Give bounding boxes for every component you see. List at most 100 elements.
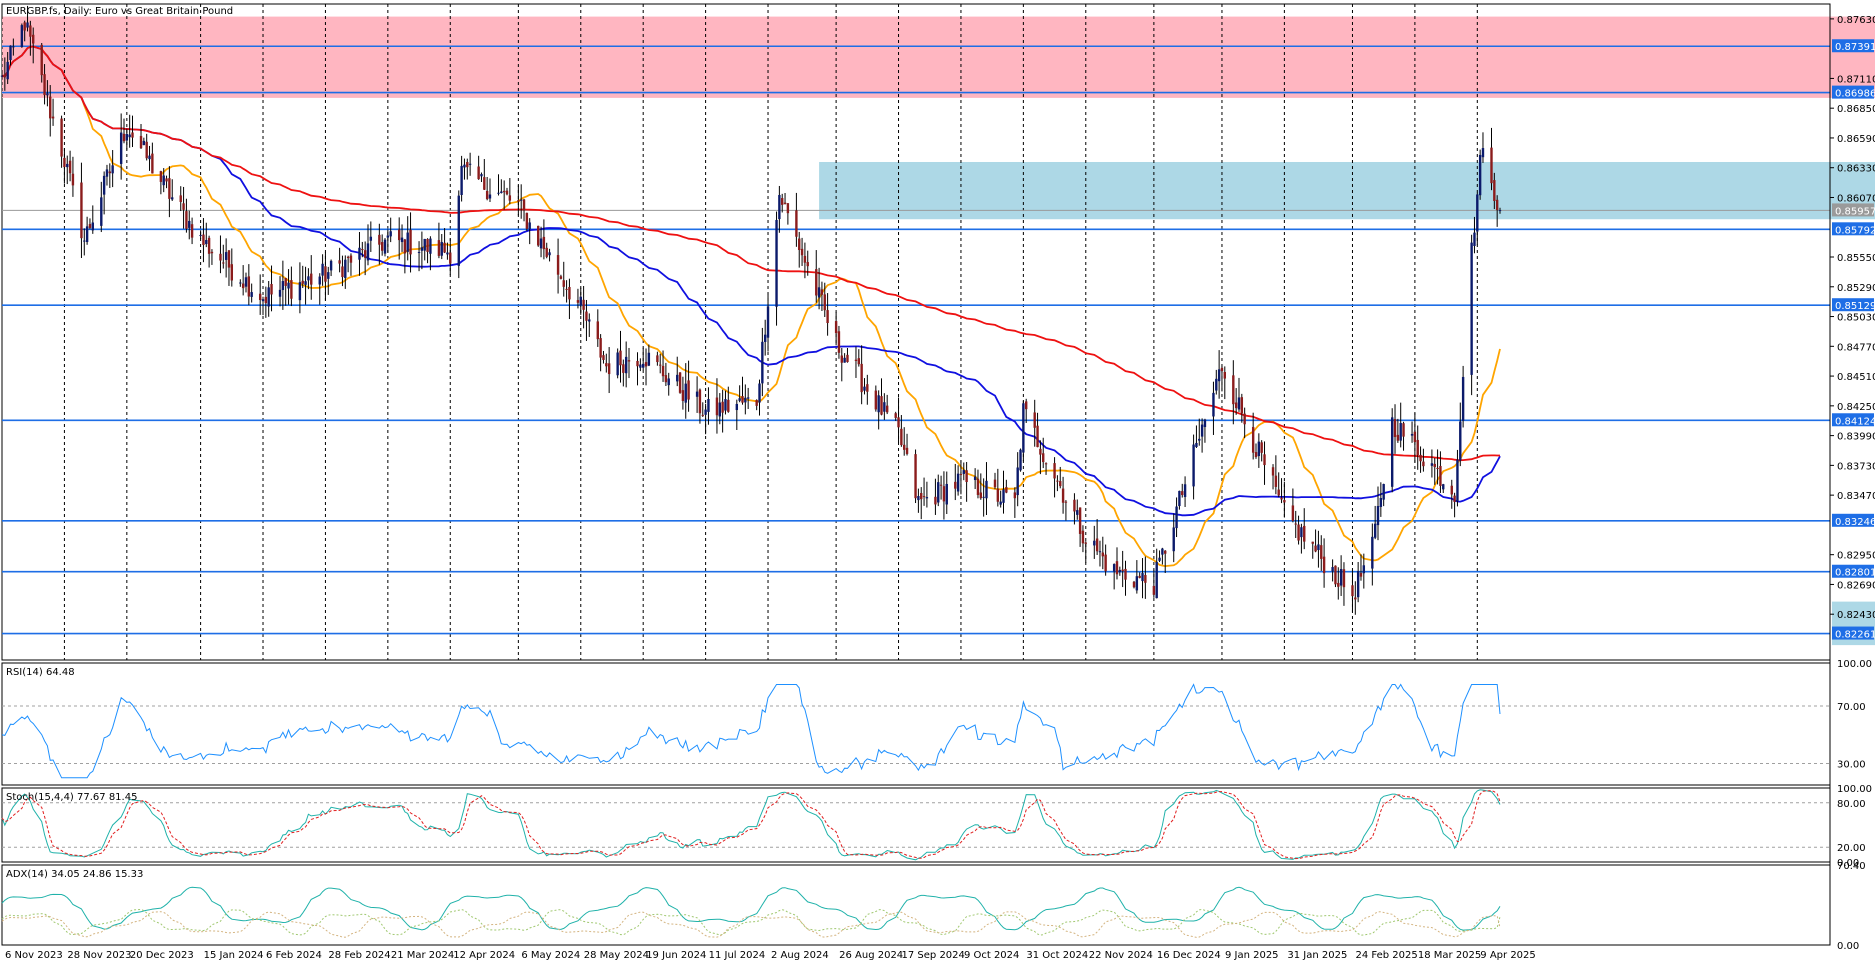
candle[interactable] xyxy=(1300,527,1303,538)
candle[interactable] xyxy=(996,488,1000,502)
candle[interactable] xyxy=(562,280,565,287)
candle[interactable] xyxy=(1175,506,1178,529)
candle[interactable] xyxy=(783,202,787,204)
candle[interactable] xyxy=(1217,369,1221,382)
candle[interactable] xyxy=(1379,498,1383,507)
candle[interactable] xyxy=(664,375,668,383)
candle[interactable] xyxy=(695,391,699,397)
candle[interactable] xyxy=(1260,442,1263,453)
candle[interactable] xyxy=(369,236,373,241)
candle[interactable] xyxy=(247,276,251,297)
candle[interactable] xyxy=(468,163,472,165)
candle[interactable] xyxy=(676,374,679,382)
candle[interactable] xyxy=(485,190,489,200)
candle[interactable] xyxy=(66,163,69,168)
candle[interactable] xyxy=(1294,523,1297,525)
candle[interactable] xyxy=(199,235,202,237)
candle[interactable] xyxy=(636,360,639,367)
candle[interactable] xyxy=(307,276,310,281)
candle[interactable] xyxy=(1141,573,1144,582)
candle[interactable] xyxy=(202,234,205,245)
candle[interactable] xyxy=(477,166,480,180)
candle[interactable] xyxy=(738,398,741,401)
candle[interactable] xyxy=(837,331,841,353)
candle[interactable] xyxy=(40,44,43,76)
candle[interactable] xyxy=(1436,467,1439,469)
candle[interactable] xyxy=(190,224,194,238)
candle[interactable] xyxy=(605,363,608,367)
candle[interactable] xyxy=(656,355,659,363)
candle[interactable] xyxy=(707,398,710,412)
candle[interactable] xyxy=(329,260,333,271)
candle[interactable] xyxy=(803,255,807,263)
candle[interactable] xyxy=(91,222,94,231)
candle[interactable] xyxy=(894,413,897,418)
candle[interactable] xyxy=(1098,551,1102,553)
candle[interactable] xyxy=(1237,397,1241,410)
candle[interactable] xyxy=(457,195,460,266)
candle[interactable] xyxy=(449,252,452,264)
candle[interactable] xyxy=(1314,545,1317,552)
candle[interactable] xyxy=(820,289,824,295)
candle[interactable] xyxy=(327,272,330,279)
candle[interactable] xyxy=(409,229,412,255)
candle[interactable] xyxy=(781,198,784,205)
candle[interactable] xyxy=(599,338,602,358)
candle[interactable] xyxy=(985,480,988,499)
candle[interactable] xyxy=(522,199,526,211)
candle[interactable] xyxy=(786,203,790,214)
level-label[interactable] xyxy=(1832,626,1874,640)
candle[interactable] xyxy=(463,164,466,168)
candle[interactable] xyxy=(310,273,313,285)
candle[interactable] xyxy=(1220,367,1224,372)
candle[interactable] xyxy=(1078,507,1082,534)
candle[interactable] xyxy=(270,283,273,295)
candle[interactable] xyxy=(1303,525,1306,542)
candle[interactable] xyxy=(721,401,724,413)
candle[interactable] xyxy=(60,118,63,157)
candle[interactable] xyxy=(264,296,268,304)
candle[interactable] xyxy=(624,356,628,374)
candle[interactable] xyxy=(6,61,9,80)
candle[interactable] xyxy=(258,293,262,301)
candle[interactable] xyxy=(1450,485,1453,495)
candle[interactable] xyxy=(165,178,168,182)
candle[interactable] xyxy=(349,255,353,263)
candle[interactable] xyxy=(1430,463,1434,466)
candle[interactable] xyxy=(1331,567,1334,572)
candle[interactable] xyxy=(834,321,838,334)
candle[interactable] xyxy=(568,287,571,300)
candle[interactable] xyxy=(383,239,387,254)
candle[interactable] xyxy=(500,191,503,193)
candle[interactable] xyxy=(766,306,770,338)
candle[interactable] xyxy=(1183,484,1187,498)
candle[interactable] xyxy=(1376,505,1380,526)
candle[interactable] xyxy=(185,211,188,229)
candle[interactable] xyxy=(210,251,214,254)
candle[interactable] xyxy=(661,365,665,377)
candle[interactable] xyxy=(128,134,131,138)
candle[interactable] xyxy=(0,75,4,77)
candle[interactable] xyxy=(542,236,546,250)
candle[interactable] xyxy=(877,395,880,413)
candle[interactable] xyxy=(1081,530,1085,544)
candle[interactable] xyxy=(962,470,965,474)
candle[interactable] xyxy=(585,311,588,321)
candle[interactable] xyxy=(1203,419,1207,428)
candle[interactable] xyxy=(281,281,285,291)
candle[interactable] xyxy=(1419,454,1422,462)
candle[interactable] xyxy=(1476,194,1479,232)
candle[interactable] xyxy=(1291,505,1295,521)
candle[interactable] xyxy=(241,283,245,289)
candle[interactable] xyxy=(1161,548,1164,555)
candle[interactable] xyxy=(778,194,781,220)
candle[interactable] xyxy=(1076,510,1079,515)
candle[interactable] xyxy=(420,247,424,251)
candle[interactable] xyxy=(361,249,364,251)
candle[interactable] xyxy=(698,389,702,414)
candle[interactable] xyxy=(142,140,146,146)
candle[interactable] xyxy=(1093,540,1096,546)
candle[interactable] xyxy=(1470,242,1473,375)
candle[interactable] xyxy=(528,222,531,230)
candle[interactable] xyxy=(934,496,937,505)
